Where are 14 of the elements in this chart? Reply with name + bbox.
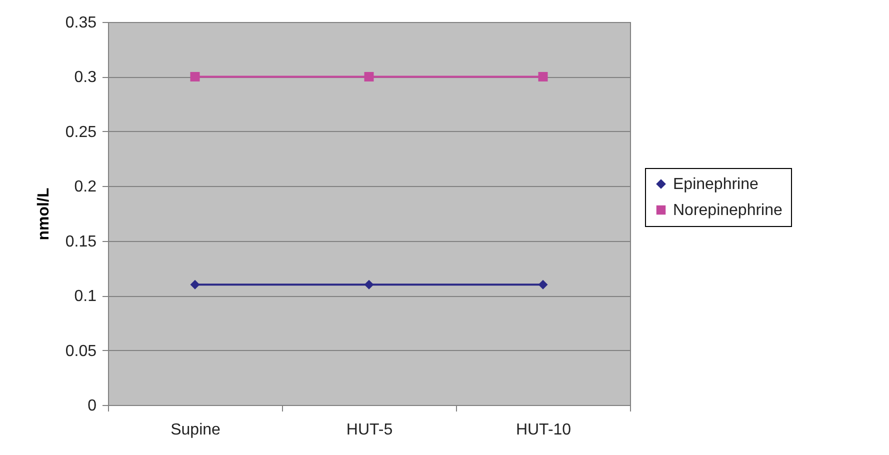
y-tick-label: 0 (88, 398, 97, 414)
y-tick-label: 0.05 (65, 342, 97, 360)
x-tick-label: Supine (170, 422, 221, 438)
y-tick-label: 0.3 (74, 69, 97, 86)
x-tick-label: HUT-5 (346, 422, 393, 438)
y-axis-title: nmol/L (35, 188, 52, 240)
x-tick-label: HUT-10 (516, 422, 572, 438)
y-tick-label: 0.2 (74, 178, 97, 196)
y-tick-label: 0.25 (65, 124, 97, 141)
y-tick-label: 0.1 (74, 288, 97, 306)
legend-label: Norepinephrine (673, 202, 783, 219)
legend-label: Epinephrine (673, 176, 758, 193)
y-tick-label: 0.35 (65, 14, 97, 32)
y-tick-label: 0.15 (65, 233, 97, 250)
